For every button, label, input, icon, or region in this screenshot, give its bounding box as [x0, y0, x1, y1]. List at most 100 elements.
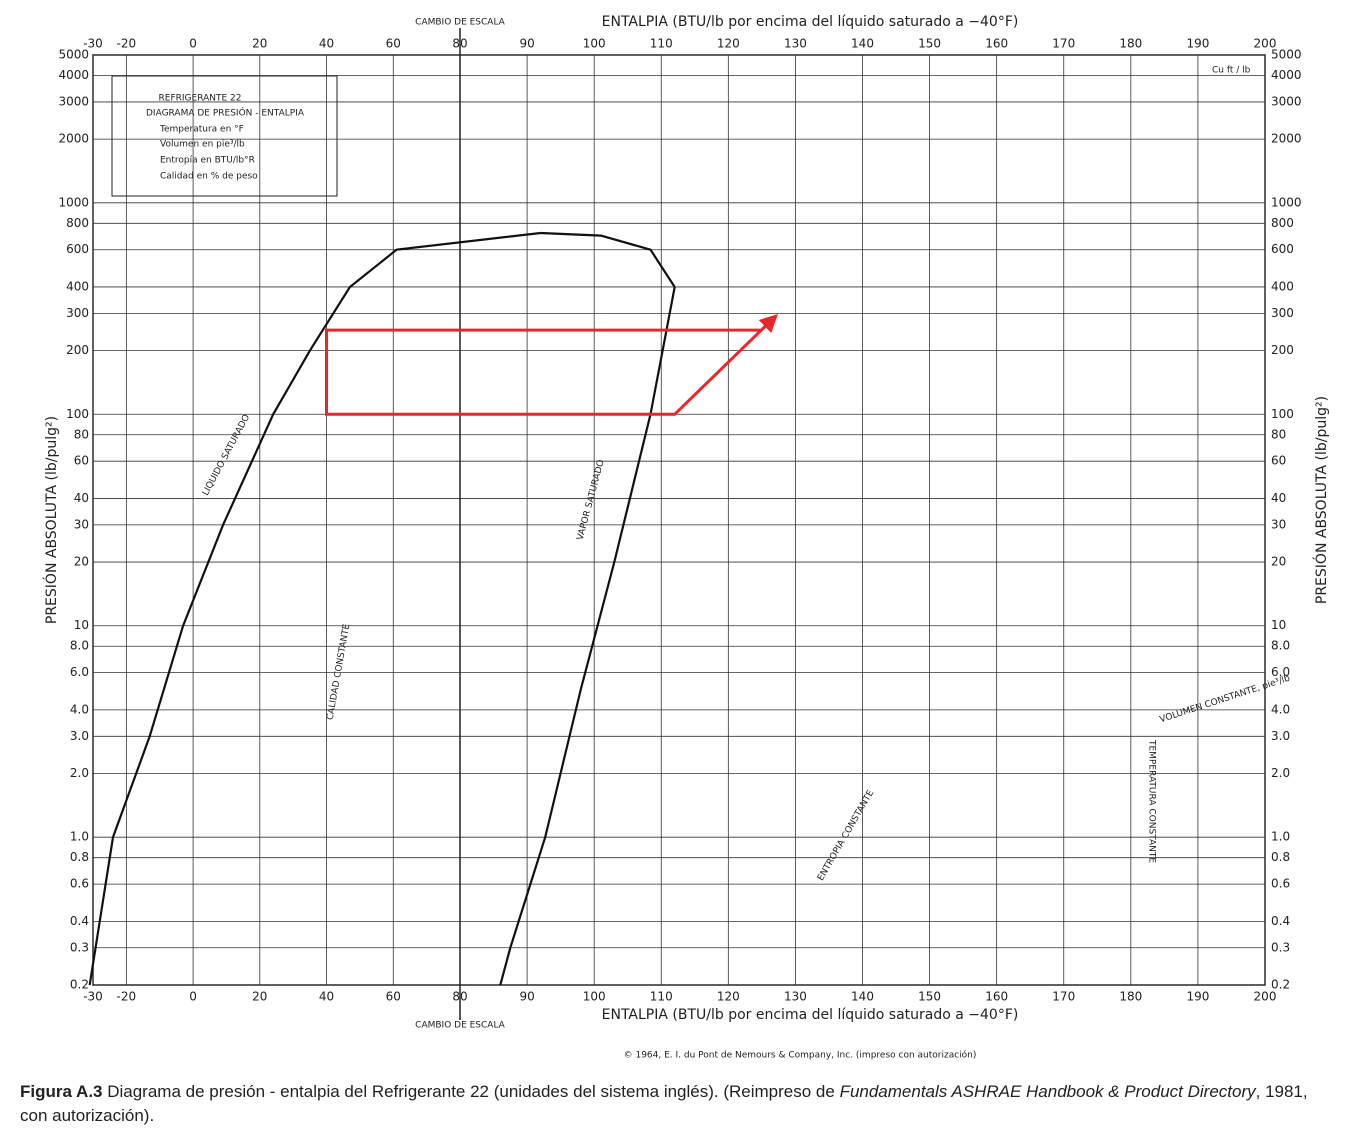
y-tick-label: 0.4: [70, 914, 89, 928]
y-tick-label: 600: [66, 242, 89, 256]
x-tick-label: 160: [985, 990, 1008, 1004]
x-tick-label-top: 90: [519, 37, 534, 51]
saturation-curve: [500, 233, 674, 985]
y-tick-label-right: 400: [1271, 279, 1294, 293]
y-tick-label-right: 20: [1271, 555, 1286, 569]
y-tick-label: 60: [74, 454, 89, 468]
x-tick-label: 90: [519, 990, 534, 1004]
y-tick-label: 100: [66, 407, 89, 421]
y-tick-label-right: 2.0: [1271, 766, 1290, 780]
scale-break-label: CAMBIO DE ESCALA: [415, 1021, 506, 1031]
info-line: Calidad en % de peso: [160, 172, 258, 182]
y-tick-label-right: 10: [1271, 618, 1286, 632]
x-tick-label-top: 120: [717, 37, 740, 51]
y-tick-label: 4.0: [70, 702, 89, 716]
x-tick-label-top: 60: [386, 37, 401, 51]
annotation: TEMPERATURA CONSTANTE: [1147, 739, 1157, 863]
y-tick-label-right: 8.0: [1271, 639, 1290, 653]
x-tick-label-top: 100: [583, 37, 606, 51]
y-tick-label-right: 0.6: [1271, 877, 1290, 891]
y-tick-label-right: 0.4: [1271, 914, 1290, 928]
annotation: CALIDAD CONSTANTE: [326, 623, 353, 721]
x-tick-label-top: 200: [1254, 37, 1277, 51]
y-tick-label: 0.6: [70, 877, 89, 891]
x-tick-label: 20: [252, 990, 267, 1004]
y-tick-label-right: 4.0: [1271, 702, 1290, 716]
info-line: Volumen en pie³/lb: [160, 140, 245, 150]
y-tick-label-right: 300: [1271, 306, 1294, 320]
y-tick-label-right: 60: [1271, 454, 1286, 468]
annotation: Cu ft / lb: [1212, 66, 1251, 76]
x-tick-label-top: 140: [851, 37, 874, 51]
page: ENTALPIA (BTU/lb por encima del líquido …: [0, 0, 1355, 1140]
chart: ENTALPIA (BTU/lb por encima del líquido …: [0, 0, 1355, 1075]
y-tick-label-right: 0.8: [1271, 850, 1290, 864]
y-tick-label: 4000: [58, 68, 89, 82]
y-tick-label-right: 2000: [1271, 132, 1302, 146]
caption-label: Figura A.3: [20, 1082, 103, 1101]
y-tick-label-right: 80: [1271, 427, 1286, 441]
x-tick-label-top: 180: [1119, 37, 1142, 51]
x-tick-label: 40: [319, 990, 334, 1004]
y-tick-label-right: 6.0: [1271, 665, 1290, 679]
y-tick-label-right: 3.0: [1271, 729, 1290, 743]
x-tick-label-top: 20: [252, 37, 267, 51]
y-axis-title-right: PRESIÓN ABSOLUTA (lb/pulg²): [1312, 396, 1330, 604]
y-tick-label-right: 1.0: [1271, 830, 1290, 844]
x-tick-label-top: 0: [189, 37, 197, 51]
y-tick-label-right: 40: [1271, 491, 1286, 505]
y-tick-label: 80: [74, 427, 89, 441]
x-tick-label: 120: [717, 990, 740, 1004]
cycle-line: [327, 317, 776, 415]
y-tick-label-right: 100: [1271, 407, 1294, 421]
x-tick-label: 130: [784, 990, 807, 1004]
y-tick-label: 3.0: [70, 729, 89, 743]
y-tick-label-right: 200: [1271, 343, 1294, 357]
x-tick-label-top: -30: [83, 37, 103, 51]
y-tick-label-right: 1000: [1271, 195, 1302, 209]
x-tick-label: 0: [189, 990, 197, 1004]
info-line: Entropía en BTU/lb°R: [160, 156, 255, 166]
x-axis-title-bottom: ENTALPIA (BTU/lb por encima del líquido …: [602, 1007, 1019, 1023]
y-tick-label: 400: [66, 279, 89, 293]
x-tick-label-top: 130: [784, 37, 807, 51]
x-tick-label-top: 40: [319, 37, 334, 51]
scale-break-label: CAMBIO DE ESCALA: [415, 18, 506, 28]
y-tick-label-right: 30: [1271, 517, 1286, 531]
y-tick-label-right: 3000: [1271, 94, 1302, 108]
x-tick-label-top: 160: [985, 37, 1008, 51]
x-tick-label: 150: [918, 990, 941, 1004]
y-tick-label: 6.0: [70, 665, 89, 679]
x-tick-label-top: 110: [650, 37, 673, 51]
x-tick-label: 110: [650, 990, 673, 1004]
x-tick-label: 60: [386, 990, 401, 1004]
x-tick-label: 140: [851, 990, 874, 1004]
x-tick-label-top: -20: [117, 37, 137, 51]
x-tick-label: 100: [583, 990, 606, 1004]
x-tick-label-top: 190: [1186, 37, 1209, 51]
caption: Figura A.3 Diagrama de presión - entalpi…: [20, 1080, 1330, 1128]
y-tick-label: 1000: [58, 195, 89, 209]
annotation: LIQUIDO SATURADO: [201, 413, 252, 497]
y-tick-label: 0.3: [70, 940, 89, 954]
y-tick-label: 20: [74, 555, 89, 569]
y-tick-label: 10: [74, 618, 89, 632]
y-tick-label: 30: [74, 517, 89, 531]
y-tick-label: 40: [74, 491, 89, 505]
x-tick-label: 180: [1119, 990, 1142, 1004]
y-tick-label: 800: [66, 216, 89, 230]
y-tick-label-right: 0.3: [1271, 940, 1290, 954]
x-tick-label: 170: [1052, 990, 1075, 1004]
y-tick-label: 2.0: [70, 766, 89, 780]
y-tick-label: 200: [66, 343, 89, 357]
y-tick-label: 1.0: [70, 830, 89, 844]
caption-source: Fundamentals ASHRAE Handbook & Product D…: [840, 1082, 1256, 1101]
annotation: ENTROPIA CONSTANTE: [816, 788, 876, 883]
x-tick-label-top: 170: [1052, 37, 1075, 51]
info-line: DIAGRAMA DE PRESIÓN - ENTALPIA: [146, 107, 305, 119]
y-tick-label: 8.0: [70, 639, 89, 653]
annotation: VAPOR SATURADO: [576, 459, 607, 542]
x-tick-label: 190: [1186, 990, 1209, 1004]
x-axis-title-top: ENTALPIA (BTU/lb por encima del líquido …: [602, 14, 1019, 30]
y-tick-label: 3000: [58, 94, 89, 108]
